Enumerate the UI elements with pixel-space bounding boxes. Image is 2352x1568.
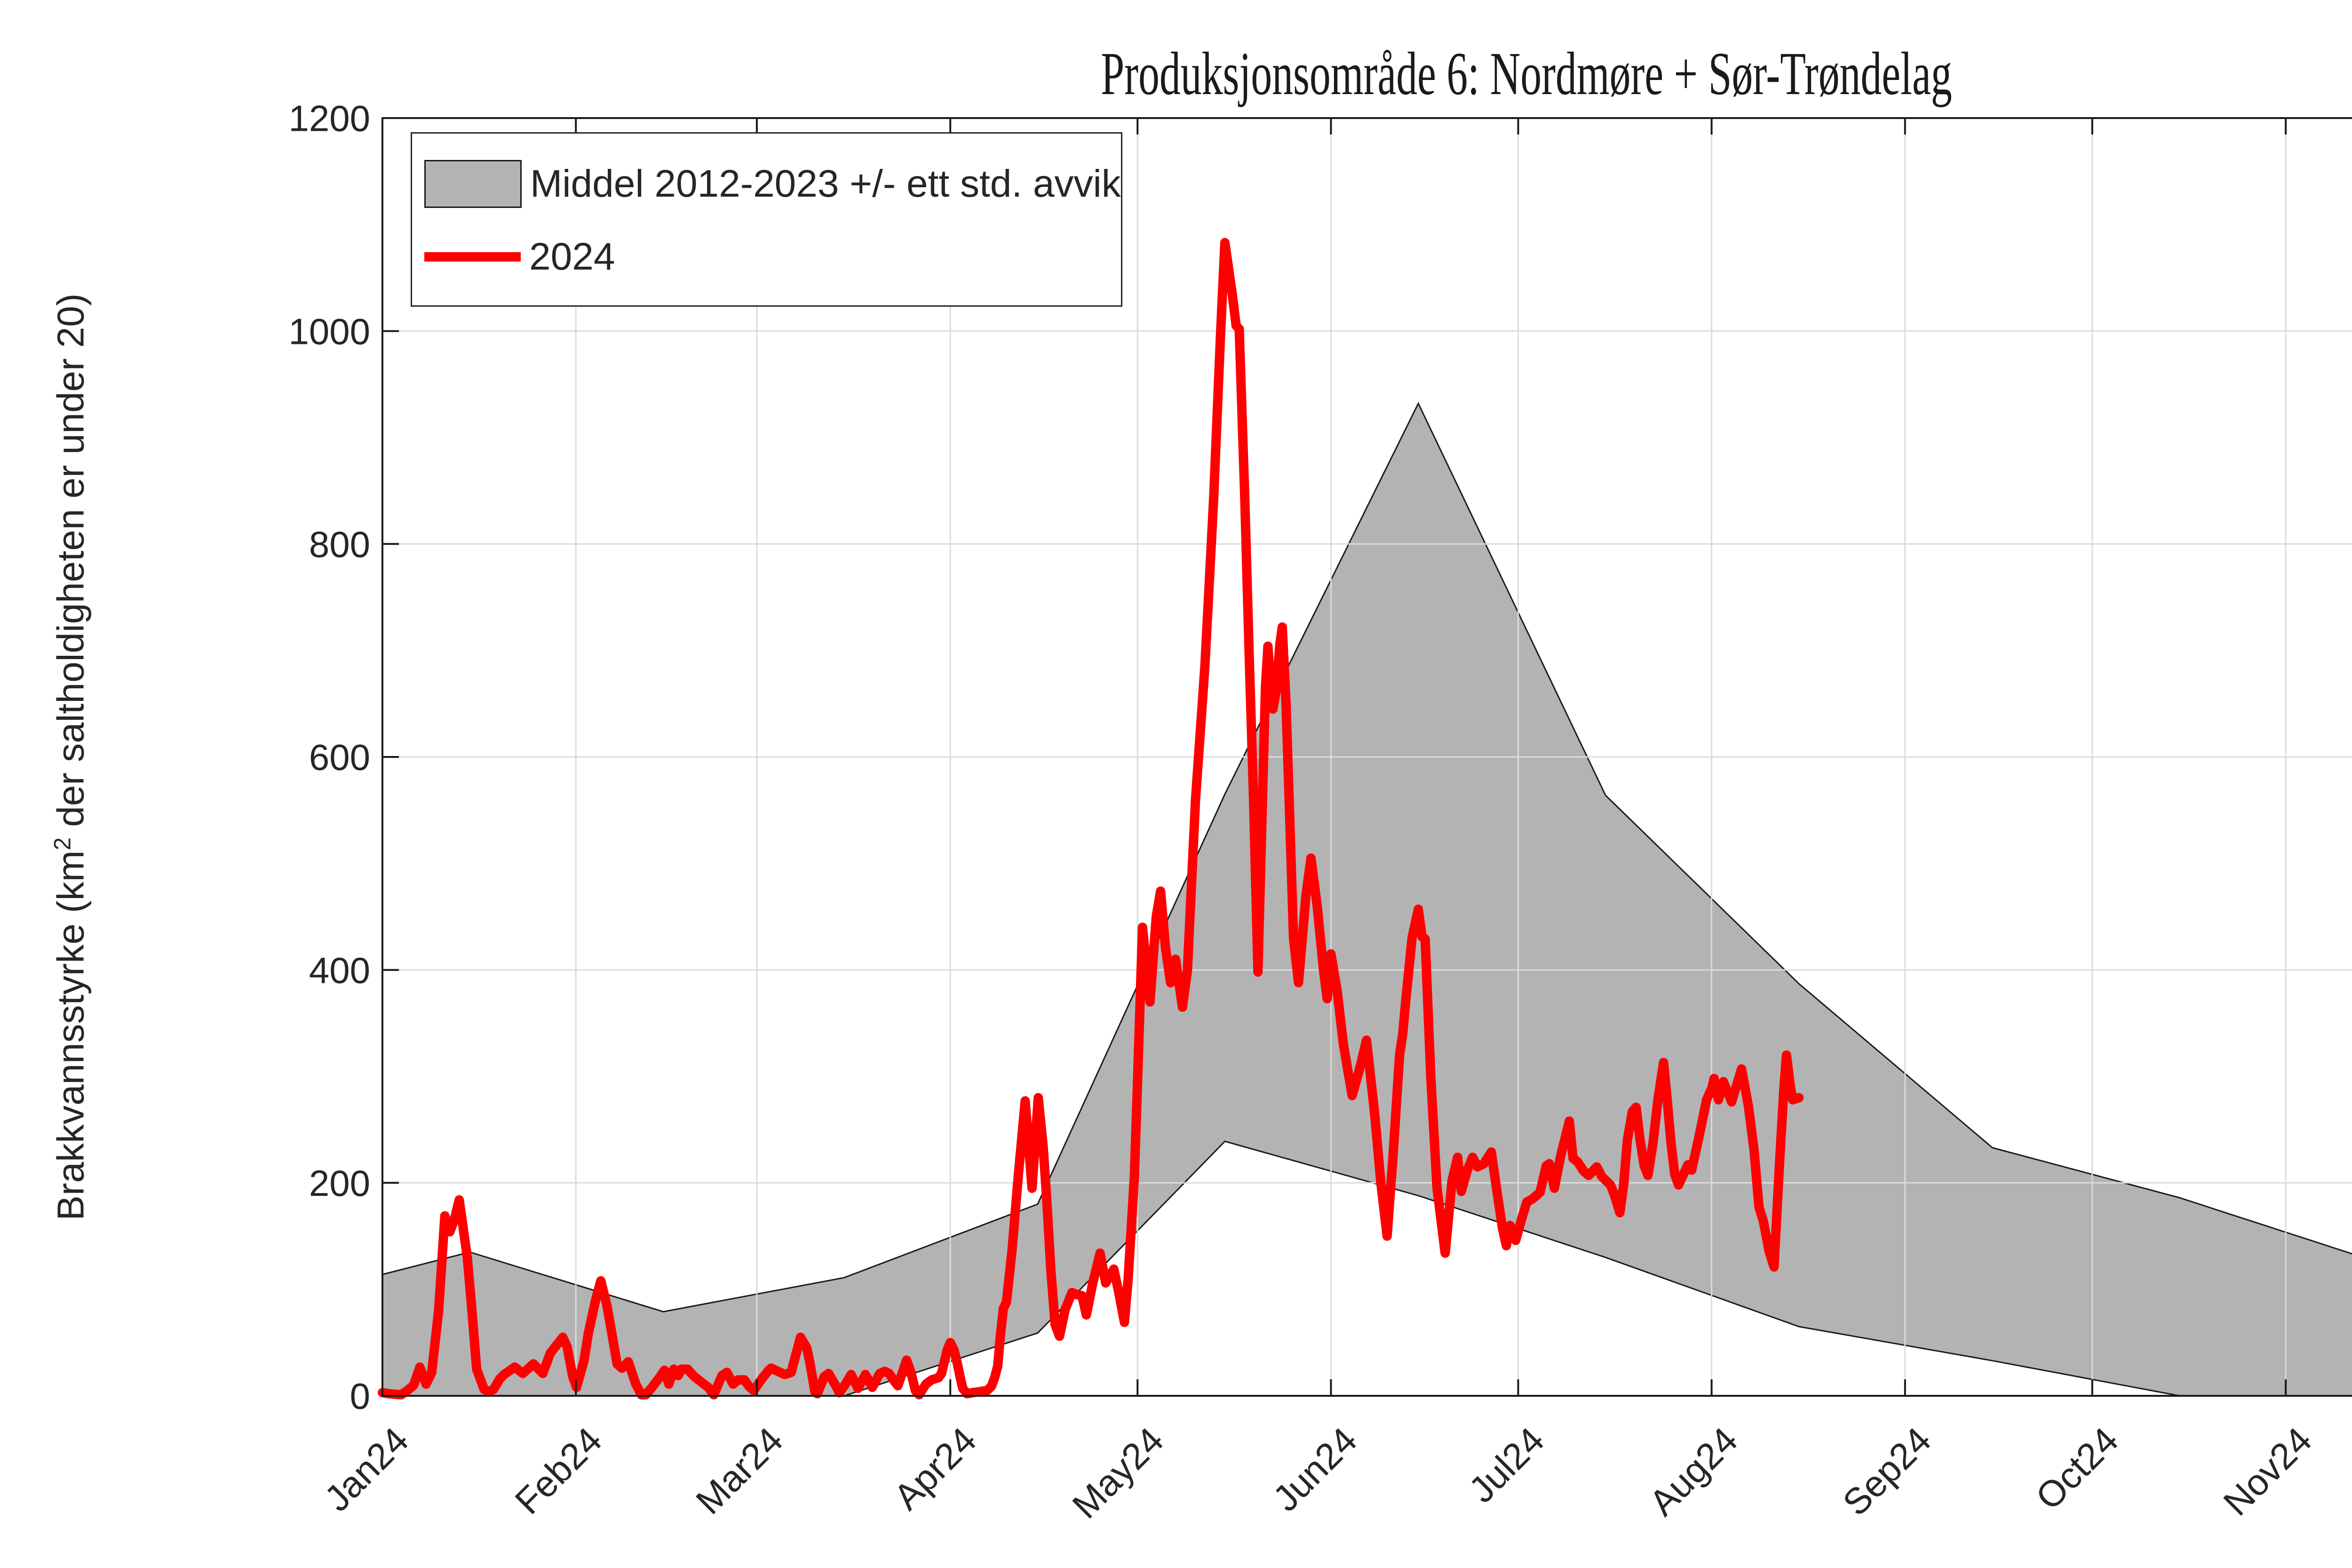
x-tick-label-Aug24: Aug24 [1641, 1419, 1746, 1524]
y-axis-label: Brakkvannsstyrke (km2 der saltholdighete… [49, 294, 93, 1221]
band-swatch [424, 160, 522, 208]
legend: Middel 2012-2023 +/- ett std. avvik 2024 [411, 132, 1122, 307]
x-tick-label-Nov24: Nov24 [2215, 1419, 2320, 1524]
y-tick-label-600: 600 [309, 737, 370, 778]
x-tick-label-Feb24: Feb24 [507, 1419, 610, 1522]
y-axis-label-pre: Brakkvannsstyrke (km [49, 850, 92, 1221]
y-tick-label-200: 200 [309, 1162, 370, 1204]
series-2024 [378, 238, 1804, 1400]
y-tick-label-0: 0 [350, 1376, 370, 1417]
y-tick-label-1000: 1000 [288, 310, 370, 352]
chart-title: Produksjonsområde 6: Nordmøre + Sør-Trøn… [1101, 40, 1952, 108]
x-tick-label-Jul24: Jul24 [1461, 1419, 1552, 1511]
band-mean-std [381, 402, 2352, 1397]
y-axis-label-sup: 2 [49, 837, 76, 851]
y-tick-label-800: 800 [309, 524, 370, 565]
x-tick-label-Oct24: Oct24 [2027, 1419, 2126, 1518]
y-tick-label-400: 400 [309, 949, 370, 991]
x-tick-label-May24: May24 [1064, 1419, 1171, 1527]
x-tick-label-Sep24: Sep24 [1835, 1419, 1939, 1524]
y-axis-label-post: der saltholdigheten er under 20) [49, 293, 92, 837]
legend-item-band: Middel 2012-2023 +/- ett std. avvik [424, 160, 1121, 208]
line-swatch [424, 252, 521, 262]
y-tick-label-1200: 1200 [288, 98, 370, 139]
x-tick-label-Jun24: Jun24 [1265, 1419, 1365, 1520]
legend-label-band: Middel 2012-2023 +/- ett std. avvik [530, 162, 1121, 206]
legend-label-2024: 2024 [529, 235, 615, 278]
x-tick-label-Apr24: Apr24 [886, 1419, 984, 1518]
x-tick-label-Jan24: Jan24 [317, 1419, 417, 1520]
x-tick-label-Mar24: Mar24 [688, 1419, 791, 1522]
legend-item-2024: 2024 [424, 235, 1121, 279]
